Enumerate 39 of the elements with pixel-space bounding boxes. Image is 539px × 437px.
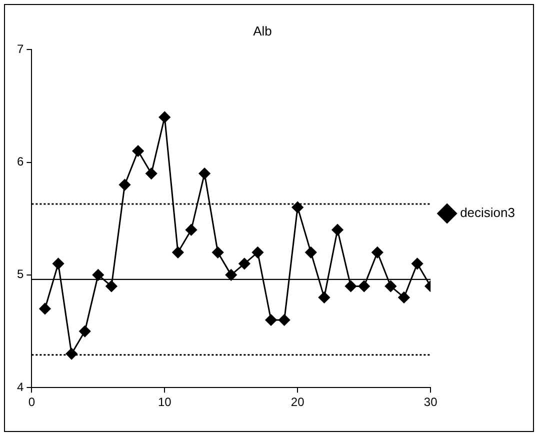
chart-title: Alb [253, 23, 272, 38]
point [398, 292, 410, 304]
point [225, 269, 237, 281]
point [345, 280, 357, 292]
point [66, 348, 78, 360]
point [52, 258, 64, 270]
point [292, 202, 304, 214]
point [358, 280, 370, 292]
point [198, 168, 210, 180]
point [158, 111, 170, 123]
y-tick-label: 7 [16, 42, 24, 56]
point [252, 246, 264, 258]
point [238, 258, 250, 270]
point [119, 179, 130, 191]
point [212, 246, 224, 258]
y-tick-label: 4 [16, 380, 24, 394]
point [92, 269, 104, 281]
point [384, 280, 396, 292]
y-tick-label: 6 [16, 154, 24, 169]
point [278, 314, 290, 326]
point [146, 168, 158, 180]
point [39, 302, 51, 314]
point [305, 246, 317, 258]
point [372, 246, 384, 258]
point [106, 280, 118, 292]
y-tick-label: 5 [16, 267, 24, 282]
point [172, 246, 184, 258]
point [132, 145, 144, 157]
point [318, 292, 330, 304]
x-tick-label: 10 [158, 395, 172, 410]
x-tick-label: 0 [28, 395, 36, 410]
x-tick-label: 20 [290, 395, 305, 410]
legend-label: decision3 [460, 205, 516, 220]
x-tick-label: 30 [424, 395, 438, 410]
point [412, 258, 424, 270]
point [185, 224, 197, 236]
point [332, 224, 344, 236]
point [79, 326, 91, 338]
point [265, 314, 277, 326]
